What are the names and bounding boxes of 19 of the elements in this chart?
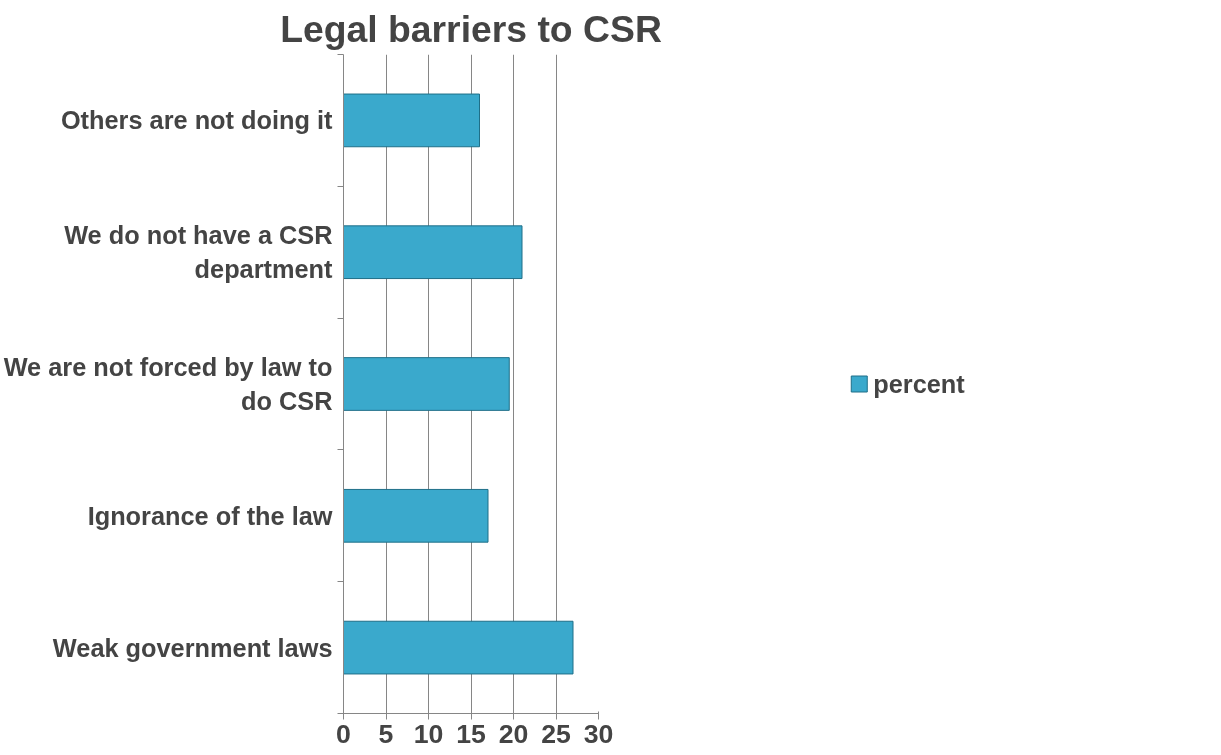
y-tick-label: Others are not doing it: [60, 106, 334, 135]
x-tick-label: 30: [583, 718, 614, 749]
bar: [343, 93, 480, 148]
bar: [343, 488, 489, 543]
x-tick-label: 25: [541, 718, 571, 749]
bar: [343, 620, 574, 675]
bar: [343, 225, 523, 280]
chart-title: Legal barriers to CSR: [280, 7, 662, 50]
y-tick-label: We do not have a CSR department: [64, 221, 334, 283]
bar: [343, 357, 510, 411]
x-tick-label: 0: [336, 718, 351, 749]
x-tick-label: 20: [498, 718, 529, 749]
x-tick-label: 10: [413, 718, 444, 749]
y-tick-label: Weak government laws: [52, 633, 333, 662]
y-tick-label: Ignorance of the law: [87, 501, 333, 530]
legend-label: percent: [873, 369, 965, 398]
y-tick-label: We are not forced by law to do CSR: [3, 353, 333, 415]
x-tick-label: 5: [378, 718, 394, 749]
x-tick-label: 15: [456, 718, 486, 749]
